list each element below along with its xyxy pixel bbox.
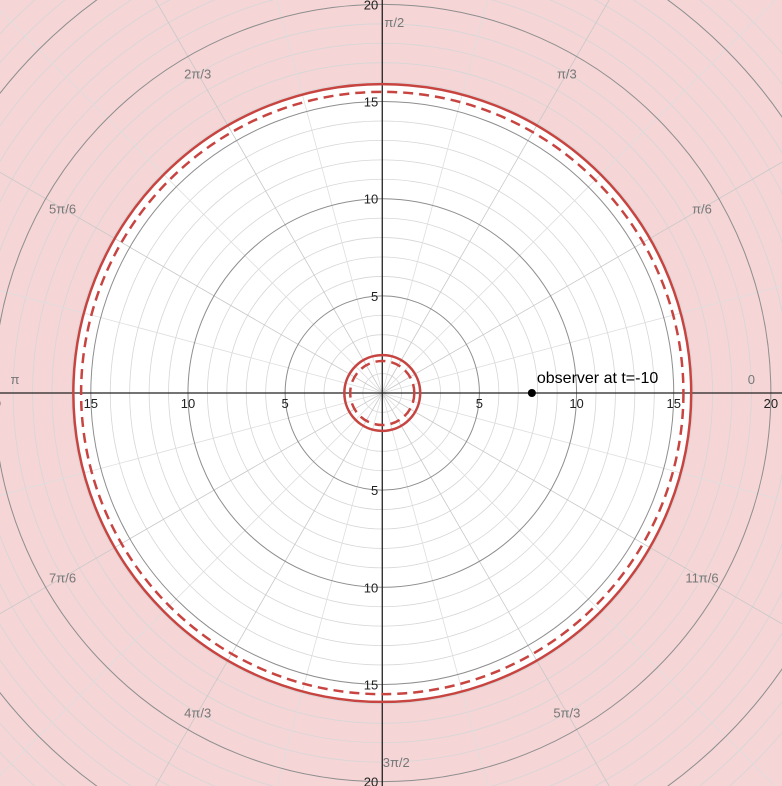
spoke-line bbox=[381, 392, 776, 786]
x-tick-label: 10 bbox=[181, 396, 195, 411]
spoke-line bbox=[0, 392, 383, 615]
spoke-line bbox=[0, 10, 383, 394]
spoke-line bbox=[382, 161, 782, 394]
spoke-line bbox=[382, 392, 782, 501]
angle-label: 7π/6 bbox=[49, 571, 76, 586]
x-tick-label: 15 bbox=[666, 396, 680, 411]
spoke-line bbox=[381, 0, 488, 394]
spoke-line bbox=[276, 0, 383, 394]
angle-label: 5π/6 bbox=[49, 201, 76, 216]
y-tick-label: 5 bbox=[371, 483, 378, 498]
y-tick-label: 20 bbox=[364, 0, 378, 12]
dashed-curve bbox=[348, 359, 416, 427]
y-tick-label: 15 bbox=[364, 95, 378, 110]
curves bbox=[72, 82, 693, 704]
spoke-line bbox=[381, 0, 610, 394]
spoke-line bbox=[382, 392, 782, 625]
angle-label: π/2 bbox=[384, 15, 404, 30]
angle-label: π/3 bbox=[557, 66, 577, 81]
x-tick-label: 10 bbox=[569, 396, 583, 411]
spoke-line bbox=[0, 392, 383, 776]
spoke-line bbox=[154, 392, 383, 786]
x-tick-label: 20 bbox=[0, 396, 1, 411]
spoke-line bbox=[276, 392, 383, 786]
y-tick-label: 15 bbox=[364, 677, 378, 692]
spoke-line bbox=[382, 285, 782, 394]
solid-curve bbox=[72, 82, 693, 704]
angle-label: 3π/2 bbox=[383, 755, 410, 770]
y-tick-label: 10 bbox=[364, 192, 378, 207]
x-tick-label: 5 bbox=[476, 396, 483, 411]
spoke-line bbox=[0, 171, 383, 394]
solid-curve bbox=[343, 353, 422, 433]
observer-point bbox=[527, 389, 536, 397]
x-tick-label: 20 bbox=[764, 396, 778, 411]
angle-label: π bbox=[11, 372, 20, 387]
x-tick-label: 5 bbox=[282, 396, 289, 411]
spoke-line bbox=[154, 0, 383, 394]
observer-label: observer at t=-10 bbox=[537, 370, 659, 387]
angle-label: 11π/6 bbox=[685, 571, 718, 586]
angle-label: 2π/3 bbox=[184, 66, 211, 81]
spoke-line bbox=[381, 0, 776, 394]
angle-label: 0 bbox=[748, 372, 755, 387]
dashed-curve bbox=[79, 90, 685, 696]
y-tick-label: 10 bbox=[364, 580, 378, 595]
spoke-line bbox=[0, 290, 383, 394]
points: observer at t=-10 bbox=[527, 370, 659, 397]
angle-label: 5π/3 bbox=[553, 706, 580, 721]
angle-label: 4π/3 bbox=[184, 706, 211, 721]
angle-label: π/6 bbox=[692, 201, 712, 216]
x-tick-label: 15 bbox=[84, 396, 98, 411]
y-tick-label: 5 bbox=[371, 289, 378, 304]
spoke-line bbox=[381, 392, 610, 786]
spoke-line bbox=[0, 392, 383, 496]
y-tick-label: 20 bbox=[364, 775, 378, 786]
spoke-line bbox=[381, 392, 488, 786]
